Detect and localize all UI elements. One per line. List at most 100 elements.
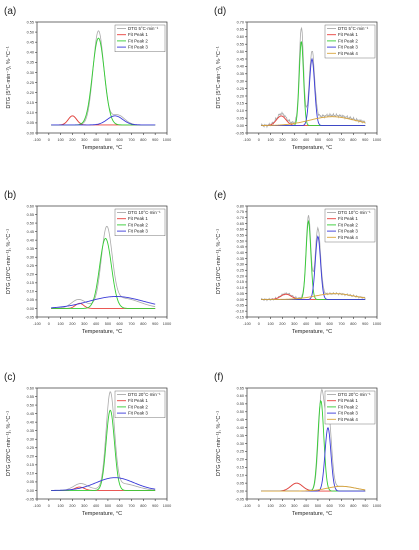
x-tick-label: 500	[105, 504, 111, 508]
x-tick-label: 1000	[163, 322, 171, 326]
x-tick-label: 200	[279, 138, 285, 142]
chart-panel-4: (c) -100 0 100 200 300 400 500 600 700 800 900 1000 -…	[4, 372, 171, 517]
x-tick-label: 800	[350, 322, 356, 326]
y-tick-label: 0.50	[27, 30, 34, 34]
y-tick-label: 0.65	[237, 222, 244, 226]
x-axis-label: Temperature, °C	[82, 145, 122, 151]
y-tick-label: 0.55	[27, 213, 34, 217]
legend-box	[324, 24, 376, 59]
x-tick-label: 900	[362, 322, 368, 326]
y-tick-label: 0.80	[237, 204, 244, 208]
series-line-fit4	[261, 116, 366, 126]
y-tick-label: 0.05	[27, 298, 34, 302]
y-tick-label: 0.40	[27, 238, 34, 242]
series-line-fit3	[261, 57, 366, 127]
plot-frame	[36, 387, 168, 500]
y-tick-label: 0.65	[237, 386, 244, 390]
legend-entry: Fit Peak 3	[338, 411, 358, 416]
y-tick-label: 0.30	[27, 438, 34, 442]
y-tick-label: -0.05	[25, 315, 34, 319]
y-tick-label: 0.05	[237, 481, 244, 485]
y-tick-label: 0.20	[27, 455, 34, 459]
legend-entry: Fit Peak 3	[128, 229, 148, 234]
legend-entry: DTG 20°C·min⁻¹	[338, 392, 371, 397]
chart-panel-0: (a) -100 0 100 200 300 400 500 600 700 800 900 1000 0…	[4, 6, 171, 151]
x-tick-label: 400	[93, 504, 99, 508]
y-tick-label: 0.10	[27, 111, 34, 115]
plot-frame	[246, 205, 378, 318]
y-tick-label: 0.15	[27, 281, 34, 285]
x-tick-label: 0	[258, 504, 260, 508]
x-tick-label: 400	[303, 138, 309, 142]
panel-label: (d)	[214, 6, 226, 17]
y-tick-label: 0.40	[237, 426, 244, 430]
legend-entry: Fit Peak 3	[338, 45, 358, 50]
x-tick-label: 100	[267, 322, 273, 326]
x-tick-label: 500	[315, 138, 321, 142]
y-tick-label: 0.15	[27, 101, 34, 105]
y-tick-label: 0.10	[27, 290, 34, 294]
legend-entry: Fit Peak 2	[128, 404, 148, 409]
y-tick-label: 0.10	[237, 286, 244, 290]
y-tick-label: 0.60	[27, 386, 34, 390]
x-tick-label: 100	[57, 138, 63, 142]
y-tick-label: 0.45	[27, 412, 34, 416]
x-tick-label: 0	[258, 138, 260, 142]
legend-entry: Fit Peak 1	[338, 216, 358, 221]
x-tick-label: 900	[362, 504, 368, 508]
legend-entry: Fit Peak 2	[128, 222, 148, 227]
y-tick-label: 0.35	[27, 429, 34, 433]
y-tick-label: 0.45	[237, 245, 244, 249]
y-tick-label: 0.00	[27, 307, 34, 311]
legend-entry: Fit Peak 1	[128, 216, 148, 221]
x-tick-label: 0	[258, 322, 260, 326]
y-tick-label: 0.20	[237, 94, 244, 98]
series-line-dtg	[51, 391, 156, 491]
y-tick-label: 0.10	[237, 109, 244, 113]
x-tick-label: 700	[128, 322, 134, 326]
chart-panel-2: (b) -100 0 100 200 300 400 500 600 700 800 900 1000 -…	[4, 190, 171, 335]
y-tick-label: 0.45	[237, 57, 244, 61]
series-line-fit4	[261, 293, 366, 300]
y-tick-label: 0.30	[27, 71, 34, 75]
x-tick-label: 100	[57, 504, 63, 508]
legend-entry: DTG 5°C·min⁻¹	[128, 26, 159, 31]
y-tick-label: 0.30	[237, 80, 244, 84]
y-tick-label: 0.05	[237, 117, 244, 121]
y-tick-label: 0.70	[237, 216, 244, 220]
legend-entry: Fit Peak 4	[338, 417, 358, 422]
x-tick-label: 900	[152, 504, 158, 508]
legend-entry: Fit Peak 1	[338, 398, 358, 403]
chart-panel-1: (d) -100 0 100 200 300 400 500 600 700 800 900 1000 -…	[214, 6, 381, 151]
x-tick-label: 600	[327, 504, 333, 508]
y-tick-label: 0.60	[237, 228, 244, 232]
y-tick-label: 0.25	[237, 269, 244, 273]
x-tick-label: 600	[117, 138, 123, 142]
x-tick-label: 300	[81, 504, 87, 508]
x-tick-label: 100	[57, 322, 63, 326]
x-tick-label: 300	[291, 504, 297, 508]
y-tick-label: 0.50	[27, 403, 34, 407]
x-tick-label: 500	[105, 322, 111, 326]
legend-entry: Fit Peak 2	[338, 222, 358, 227]
y-tick-label: 0.55	[237, 402, 244, 406]
y-tick-label: 0.25	[237, 450, 244, 454]
series-line-fit3	[261, 235, 366, 300]
y-tick-label: 0.35	[237, 434, 244, 438]
y-tick-label: 0.00	[27, 131, 34, 135]
legend-entry: DTG 5°C·min⁻¹	[338, 26, 369, 31]
x-tick-label: 1000	[373, 504, 381, 508]
y-tick-label: 0.75	[237, 210, 244, 214]
series-line-fit3	[51, 296, 156, 309]
x-tick-label: 600	[327, 138, 333, 142]
legend-entry: Fit Peak 2	[338, 404, 358, 409]
y-tick-label: -0.10	[235, 309, 244, 313]
y-tick-label: 0.00	[237, 298, 244, 302]
legend-entry: Fit Peak 1	[338, 32, 358, 37]
x-tick-label: 100	[267, 504, 273, 508]
y-tick-label: -0.05	[235, 304, 244, 308]
x-tick-label: 600	[327, 322, 333, 326]
x-tick-label: 900	[152, 138, 158, 142]
x-tick-label: 600	[117, 322, 123, 326]
